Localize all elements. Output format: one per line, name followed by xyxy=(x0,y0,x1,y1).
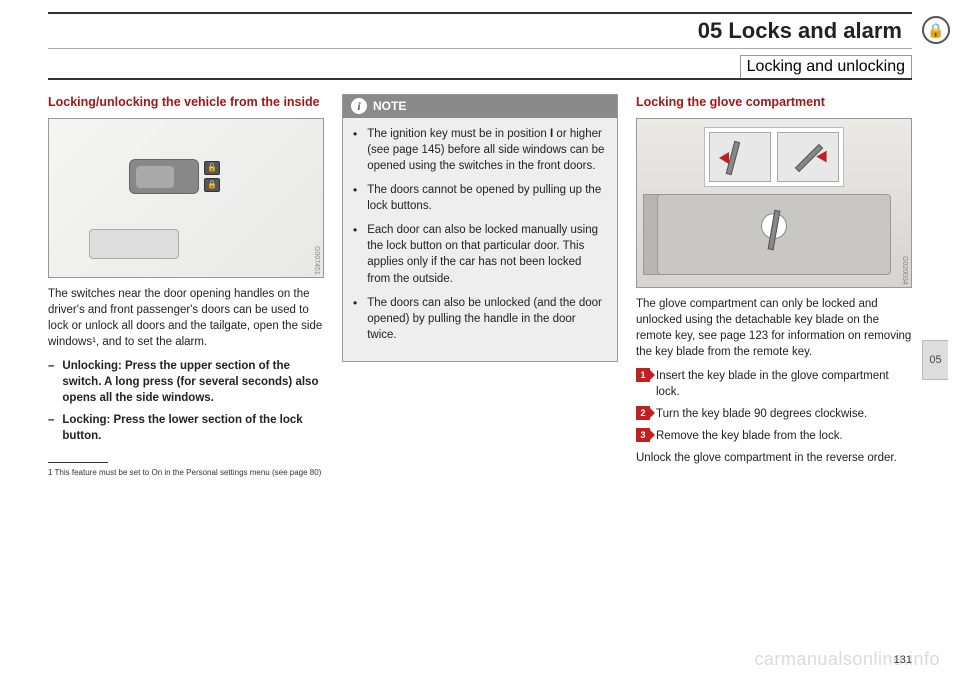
figure-code: G007451 xyxy=(311,246,321,275)
note-item: The doors can also be unlocked (and the … xyxy=(353,295,607,343)
note-header: i NOTE xyxy=(343,95,617,118)
heading-glove: Locking the glove compartment xyxy=(636,94,912,112)
inset-step1 xyxy=(709,132,771,182)
step-badge: 1 xyxy=(636,368,650,382)
column-middle: i NOTE The ignition key must be in posit… xyxy=(342,94,618,479)
inset-group xyxy=(704,127,844,187)
note-bullets: The ignition key must be in position I o… xyxy=(353,126,607,343)
window-switches-shape xyxy=(89,229,179,259)
note-item: The ignition key must be in position I o… xyxy=(353,126,607,174)
footnote: 1 This feature must be set to On in the … xyxy=(48,467,324,478)
figure-code: G020034 xyxy=(899,256,909,285)
arrow-icon xyxy=(719,152,729,164)
note-item: The doors cannot be opened by pulling up… xyxy=(353,182,607,214)
chapter-tab: 05 xyxy=(922,340,948,380)
glove-outro: Unlock the glove compartment in the reve… xyxy=(636,450,912,466)
watermark: carmanualsonline.info xyxy=(754,649,940,670)
figure-door-switches: 🔓🔒 G007451 xyxy=(48,118,324,278)
note-box: i NOTE The ignition key must be in posit… xyxy=(342,94,618,362)
inset-step2 xyxy=(777,132,839,182)
section-title: Locking and unlocking xyxy=(740,55,912,78)
footnote-rule xyxy=(48,462,108,463)
glove-steps: 1Insert the key blade in the glove compa… xyxy=(636,368,912,444)
step-badge: 2 xyxy=(636,406,650,420)
column-right: Locking the glove compartment xyxy=(636,94,912,479)
info-icon: i xyxy=(351,98,367,114)
figure-glove-compartment: G020034 xyxy=(636,118,912,288)
intro-text: The switches near the door opening handl… xyxy=(48,286,324,350)
note-label: NOTE xyxy=(373,98,406,115)
door-panel-illustration: 🔓🔒 xyxy=(49,119,323,277)
chapter-title: 05 Locks and alarm xyxy=(698,18,902,44)
list-item: Locking: Press the lower section of the … xyxy=(48,412,324,444)
note-item: Each door can also be locked manually us… xyxy=(353,222,607,286)
lock-buttons-shape: 🔓🔒 xyxy=(204,161,222,195)
lock-icon: 🔒 xyxy=(922,16,950,44)
section-rule xyxy=(48,78,912,80)
glovebox-shape xyxy=(657,194,891,275)
glove-intro: The glove compartment can only be locked… xyxy=(636,296,912,360)
chapter-header: 05 Locks and alarm xyxy=(48,12,912,49)
content-columns: Locking/unlocking the vehicle from the i… xyxy=(48,94,912,479)
list-item: Unlocking: Press the upper section of th… xyxy=(48,358,324,406)
column-left: Locking/unlocking the vehicle from the i… xyxy=(48,94,324,479)
heading-inside-locking: Locking/unlocking the vehicle from the i… xyxy=(48,94,324,112)
note-body: The ignition key must be in position I o… xyxy=(343,118,617,361)
manual-page: 🔒 05 Locks and alarm Locking and unlocki… xyxy=(0,0,960,678)
unlock-lock-list: Unlocking: Press the upper section of th… xyxy=(48,358,324,444)
door-handle-shape xyxy=(129,159,199,194)
step-item: 2Turn the key blade 90 degrees clockwise… xyxy=(636,406,912,422)
step-item: 3Remove the key blade from the lock. xyxy=(636,428,912,444)
step-badge: 3 xyxy=(636,428,650,442)
step-item: 1Insert the key blade in the glove compa… xyxy=(636,368,912,400)
